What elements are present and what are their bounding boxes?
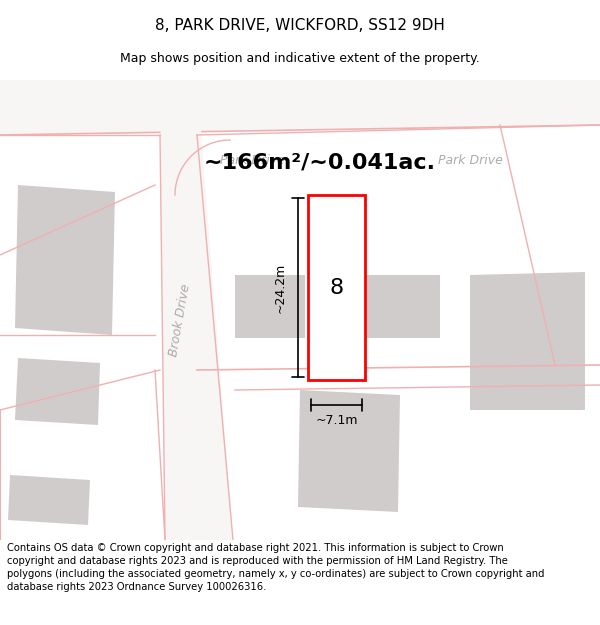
Polygon shape <box>15 358 100 425</box>
Text: ~7.1m: ~7.1m <box>315 414 358 428</box>
Polygon shape <box>470 272 585 410</box>
Text: Brook Drive: Brook Drive <box>167 282 193 357</box>
Polygon shape <box>308 195 365 380</box>
Polygon shape <box>15 185 115 335</box>
Polygon shape <box>298 390 400 512</box>
Polygon shape <box>160 80 233 540</box>
Polygon shape <box>362 275 440 338</box>
Text: 8, PARK DRIVE, WICKFORD, SS12 9DH: 8, PARK DRIVE, WICKFORD, SS12 9DH <box>155 18 445 32</box>
Text: Park Drive: Park Drive <box>220 154 284 166</box>
Text: Park Drive: Park Drive <box>437 154 502 166</box>
Text: Map shows position and indicative extent of the property.: Map shows position and indicative extent… <box>120 52 480 65</box>
Polygon shape <box>235 275 305 338</box>
Text: ~166m²/~0.041ac.: ~166m²/~0.041ac. <box>204 153 436 173</box>
Text: 8: 8 <box>329 278 344 298</box>
Text: ~24.2m: ~24.2m <box>274 262 287 312</box>
Polygon shape <box>8 475 90 525</box>
Polygon shape <box>0 80 600 135</box>
Text: Contains OS data © Crown copyright and database right 2021. This information is : Contains OS data © Crown copyright and d… <box>7 542 545 592</box>
